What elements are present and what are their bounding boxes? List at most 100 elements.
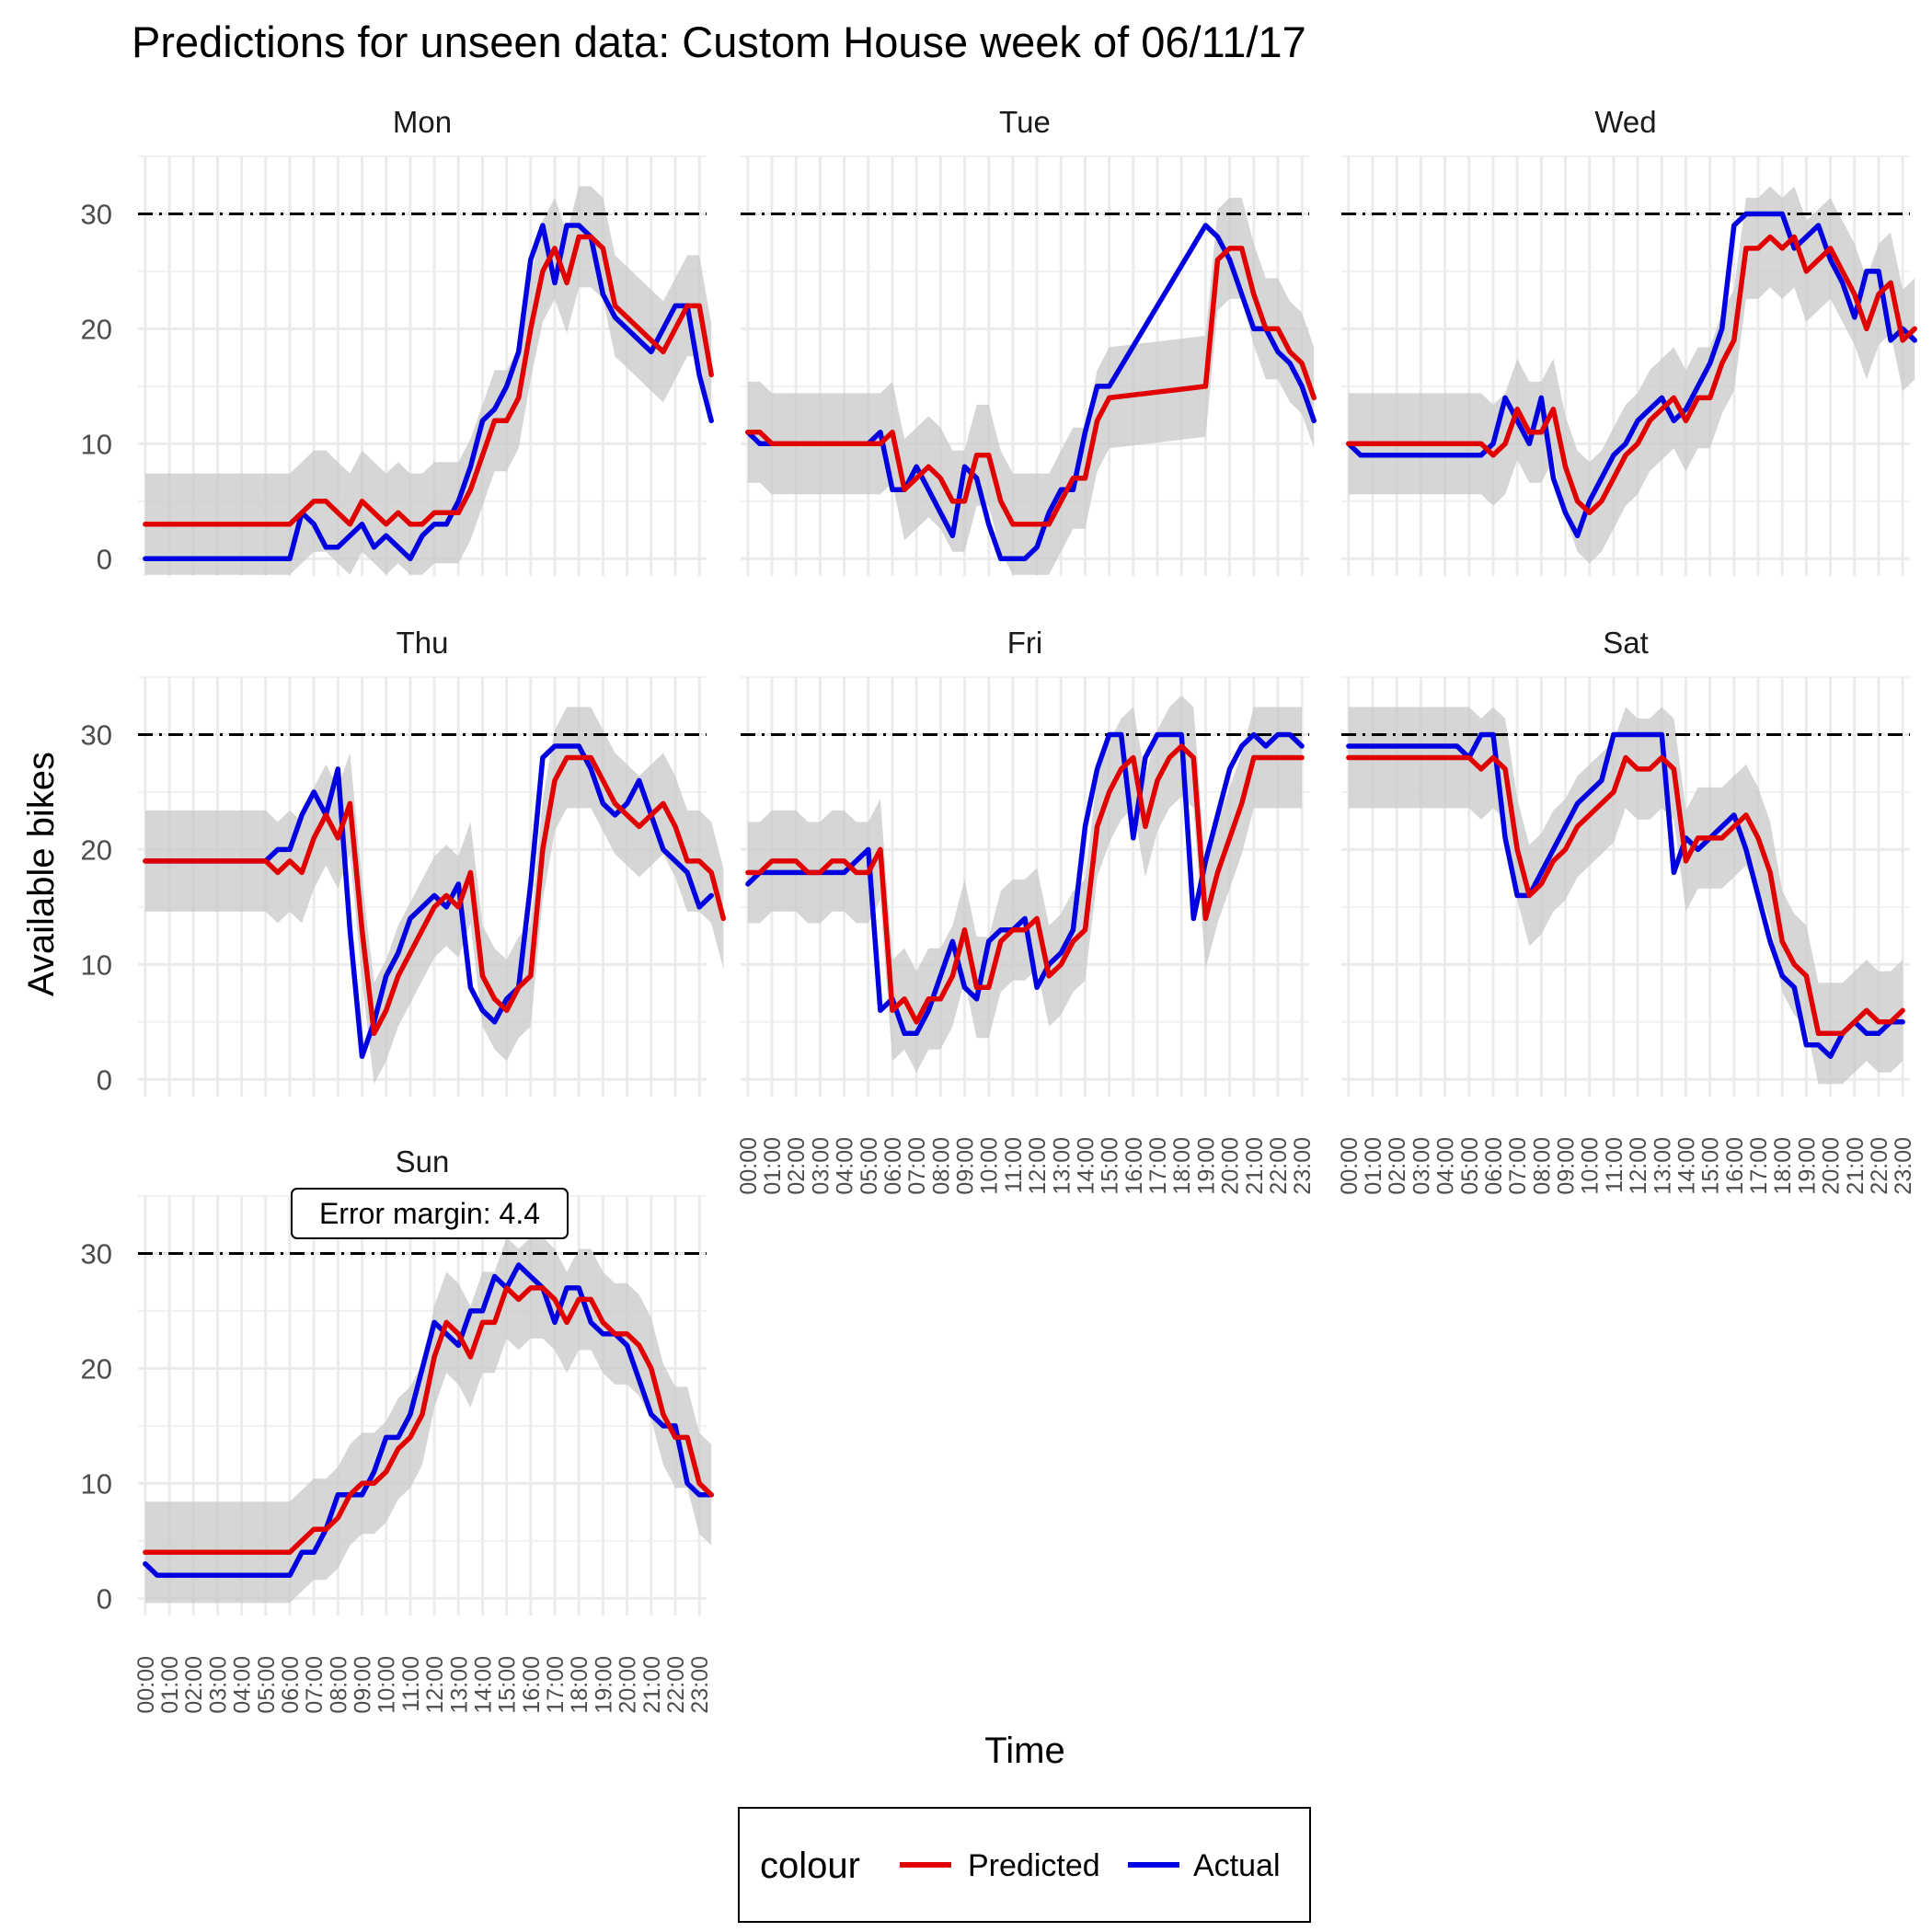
facet-title-sat: Sat — [1603, 626, 1649, 660]
x-tick-label: 23:00 — [687, 1656, 713, 1714]
facet-title-tue: Tue — [999, 105, 1051, 139]
x-tick-label: 20:00 — [1218, 1137, 1244, 1195]
x-tick-label: 11:00 — [398, 1656, 424, 1712]
x-tick-label: 15:00 — [1698, 1137, 1724, 1195]
x-tick-label: 17:00 — [1746, 1137, 1772, 1195]
x-tick-label: 17:00 — [1145, 1137, 1171, 1195]
facet-title-sun: Sun — [396, 1144, 450, 1179]
facet-title-fri: Fri — [1007, 626, 1042, 660]
x-tick-label: 02:00 — [1385, 1137, 1410, 1195]
x-tick-label: 01:00 — [157, 1656, 183, 1714]
x-tick-label: 12:00 — [422, 1656, 448, 1714]
x-tick-label: 22:00 — [1266, 1137, 1292, 1195]
x-tick-label: 17:00 — [543, 1656, 569, 1714]
x-tick-label: 12:00 — [1626, 1137, 1651, 1195]
x-tick-label: 05:00 — [1457, 1137, 1483, 1195]
annotation-label: Error margin: 4.4 — [319, 1197, 540, 1230]
x-tick-label: 10:00 — [977, 1137, 1003, 1195]
x-tick-label: 06:00 — [880, 1137, 906, 1195]
y-tick-label: 20 — [81, 834, 112, 866]
x-tick-label: 03:00 — [808, 1137, 834, 1195]
y-tick-label: 30 — [81, 198, 112, 230]
x-tick-label: 10:00 — [374, 1656, 400, 1714]
x-tick-label: 01:00 — [760, 1137, 786, 1195]
y-tick-label: 30 — [81, 1237, 112, 1270]
x-tick-label: 02:00 — [181, 1656, 207, 1714]
y-tick-label: 10 — [81, 949, 112, 981]
x-tick-label: 23:00 — [1290, 1137, 1316, 1195]
x-tick-label: 09:00 — [953, 1137, 979, 1195]
error-band-fri — [747, 696, 1303, 1073]
x-tick-label: 11:00 — [1602, 1137, 1627, 1193]
x-tick-label: 12:00 — [1025, 1137, 1051, 1195]
series-line-predicted-mon — [143, 234, 714, 527]
x-tick-label: 16:00 — [1722, 1137, 1748, 1195]
x-tick-label: 08:00 — [928, 1137, 954, 1195]
x-tick-label: 21:00 — [1242, 1137, 1268, 1195]
x-tick-label: 20:00 — [615, 1656, 641, 1714]
x-tick-label: 13:00 — [1049, 1137, 1075, 1195]
y-tick-label: 10 — [81, 428, 112, 460]
x-tick-label: 18:00 — [1770, 1137, 1796, 1195]
x-tick-label: 19:00 — [1794, 1137, 1820, 1195]
series-line-actual-sat — [1346, 731, 1905, 1060]
y-axis-label: Available bikes — [21, 752, 62, 996]
x-tick-label: 14:00 — [1073, 1137, 1098, 1195]
error-band-sat — [1348, 707, 1903, 1085]
y-tick-label: 0 — [97, 1582, 112, 1615]
x-tick-label: 07:00 — [904, 1137, 930, 1195]
x-tick-label: 04:00 — [230, 1656, 256, 1714]
facet-wed: Wed — [1341, 105, 1917, 576]
x-tick-label: 23:00 — [1891, 1137, 1916, 1195]
facet-sat: Sat 00:0001:0002:0003:0004:0005:0006:0007… — [1337, 626, 1916, 1195]
x-tick-label: 06:00 — [278, 1656, 304, 1714]
y-tick-label: 30 — [81, 719, 112, 751]
x-tick-label: 00:00 — [133, 1656, 159, 1714]
x-tick-label: 04:00 — [1433, 1137, 1459, 1195]
chart-title: Predictions for unseen data: Custom Hous… — [132, 17, 1306, 66]
error-band-sun — [144, 1237, 712, 1604]
series-line-predicted-fri — [745, 743, 1305, 1025]
series-line-actual-wed — [1346, 211, 1917, 539]
y-tick-label: 20 — [81, 1352, 112, 1385]
series-line-predicted-tue — [745, 246, 1317, 527]
x-tick-label: 15:00 — [495, 1656, 521, 1714]
x-tick-label: 20:00 — [1819, 1137, 1845, 1195]
legend-label-actual: Actual — [1193, 1848, 1281, 1883]
x-tick-label: 01:00 — [1361, 1137, 1386, 1195]
series-line-actual-mon — [143, 223, 714, 562]
x-tick-label: 21:00 — [1843, 1137, 1869, 1195]
annotation-box — [291, 1188, 569, 1239]
x-tick-label: 03:00 — [205, 1656, 231, 1714]
y-tick-label: 0 — [97, 1064, 112, 1096]
facet-sun: Sun 0 10 20 30 00:0001:0002:0003:0004:0005:00… — [81, 1144, 714, 1714]
x-tick-label: 04:00 — [833, 1137, 858, 1195]
x-tick-label: 03:00 — [1409, 1137, 1434, 1195]
x-tick-label: 05:00 — [254, 1656, 280, 1714]
legend-label-predicted: Predicted — [968, 1848, 1100, 1883]
x-tick-label: 16:00 — [519, 1656, 545, 1714]
facet-title-thu: Thu — [397, 626, 449, 660]
y-tick-label: 0 — [97, 543, 112, 575]
x-tick-label: 06:00 — [1481, 1137, 1507, 1195]
series-line-actual-fri — [745, 731, 1305, 1037]
x-tick-label: 14:00 — [1673, 1137, 1699, 1195]
x-tick-label: 00:00 — [736, 1137, 762, 1195]
legend-title: colour — [760, 1846, 860, 1886]
series-line-predicted-wed — [1346, 234, 1917, 516]
x-tick-label: 02:00 — [784, 1137, 810, 1195]
facet-thu: Thu 0 10 20 30 — [81, 626, 727, 1097]
error-band-mon — [144, 186, 712, 575]
x-tick-label: 15:00 — [1098, 1137, 1123, 1195]
facet-fri: Fri 00:0001:0002:0003:0004:0005:0006:0007… — [736, 626, 1316, 1195]
x-tick-label: 10:00 — [1578, 1137, 1604, 1195]
legend-box — [738, 1807, 1311, 1923]
error-band-wed — [1348, 186, 1915, 564]
series-line-actual-sun — [143, 1262, 714, 1579]
facet-title-wed: Wed — [1594, 105, 1656, 139]
x-tick-label: 08:00 — [1529, 1137, 1555, 1195]
x-tick-label: 00:00 — [1337, 1137, 1363, 1195]
x-tick-label: 11:00 — [1001, 1137, 1027, 1193]
x-axis-label: Time — [984, 1731, 1064, 1771]
